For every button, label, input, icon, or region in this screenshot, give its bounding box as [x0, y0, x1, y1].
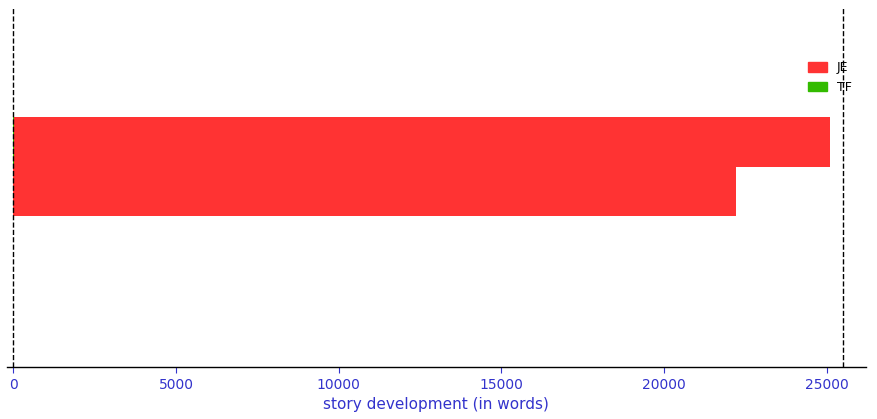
Legend: JE, TF: JE, TF: [802, 57, 856, 98]
X-axis label: story development (in words): story development (in words): [323, 397, 549, 412]
Bar: [13, 167, 735, 216]
Bar: [13, 117, 829, 167]
